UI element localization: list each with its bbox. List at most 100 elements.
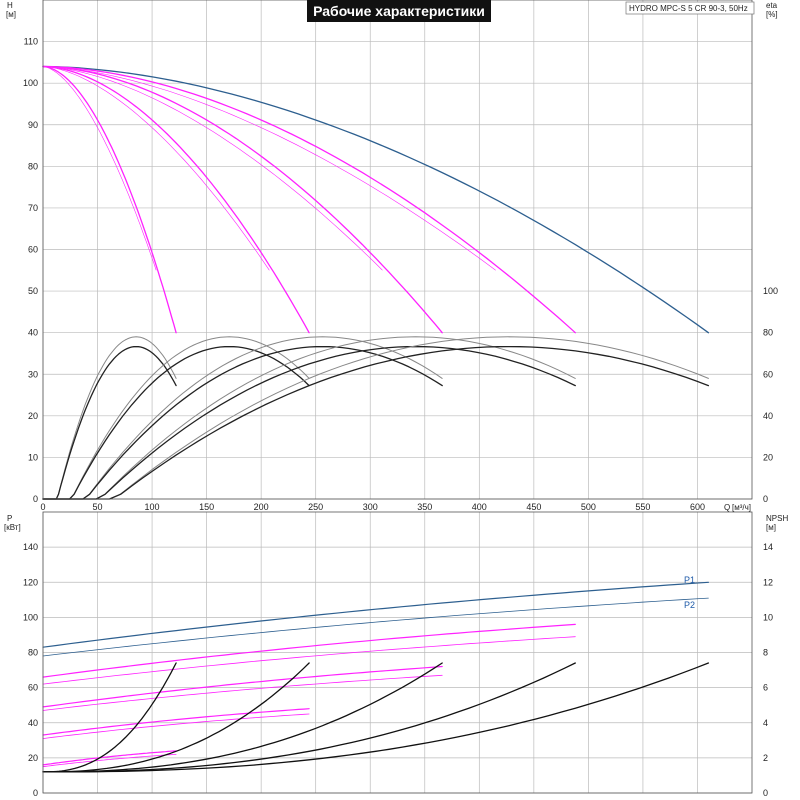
eta-tick-label: 40 <box>763 411 773 421</box>
head-tick-label: 100 <box>23 78 38 88</box>
power-p1-curve-5-pumps <box>42 581 710 648</box>
head-tick-label: 110 <box>24 37 38 47</box>
npsh-curve-4-pumps <box>42 662 576 773</box>
x-tick-label: 350 <box>417 502 432 512</box>
power-p2-curve-1-pumps <box>42 754 177 768</box>
power-tick-label: 0 <box>33 788 38 798</box>
curves <box>42 65 710 773</box>
power-tick-label: 140 <box>23 542 38 552</box>
x-tick-label: 550 <box>635 502 650 512</box>
efficiency-curve-5-pumps <box>42 336 709 500</box>
efficiency-curve-inner-1-pumps <box>42 345 177 500</box>
power-axis-label: P <box>7 514 12 523</box>
eta-tick-label: 100 <box>763 286 778 296</box>
head-tick-label: 60 <box>28 245 38 255</box>
x-tick-label: 0 <box>40 502 45 512</box>
head-curve-aux-2-pumps <box>42 66 270 271</box>
series-label-p1: P1 <box>684 575 695 585</box>
npsh-curve-2-pumps <box>42 662 310 773</box>
npsh-tick-label: 2 <box>763 753 768 763</box>
npsh-curve-1-pumps <box>42 662 177 773</box>
eta-tick-label: 60 <box>763 369 773 379</box>
x-tick-label: 500 <box>581 502 596 512</box>
efficiency-curve-inner-5-pumps <box>42 345 710 500</box>
eta-axis-unit: [%] <box>766 10 778 19</box>
head-curve-aux-4-pumps <box>42 66 496 271</box>
eta-tick-label: 0 <box>763 494 768 504</box>
power-p2-curve-5-pumps <box>42 597 709 657</box>
npsh-tick-label: 10 <box>763 612 773 622</box>
power-p1-curve-2-pumps <box>42 708 310 736</box>
efficiency-curve-inner-2-pumps <box>42 345 310 500</box>
model-label: HYDRO MPC-S 5 CR 90-3, 50Hz <box>629 4 748 13</box>
npsh-tick-label: 12 <box>763 577 773 587</box>
model-box <box>625 1 755 15</box>
power-axis-unit: [кВт] <box>4 523 21 532</box>
head-axis-unit: [м] <box>6 10 16 19</box>
head-tick-label: 20 <box>28 411 38 421</box>
efficiency-curve-2-pumps <box>42 336 310 500</box>
x-tick-label: 300 <box>363 502 378 512</box>
head-tick-label: 70 <box>28 203 38 213</box>
head-axis-label: H <box>7 1 13 10</box>
top-panel-frame <box>42 0 753 500</box>
x-tick-label: 100 <box>145 502 160 512</box>
power-p2-curve-4-pumps <box>42 636 576 685</box>
eta-axis-label: eta <box>766 1 778 10</box>
npsh-axis-unit: [м] <box>766 523 776 532</box>
chart-title: Рабочие характеристики <box>313 3 485 19</box>
power-tick-label: 40 <box>28 718 38 728</box>
npsh-tick-label: 4 <box>763 718 768 728</box>
flow-axis-unit: [м³/ч] <box>732 503 751 512</box>
x-tick-label: 50 <box>93 502 103 512</box>
power-tick-label: 20 <box>28 753 38 763</box>
efficiency-curve-3-pumps <box>42 336 443 500</box>
eta-tick-label: 20 <box>763 452 773 462</box>
power-p1-curve-1-pumps <box>42 750 177 766</box>
bottom-panel-frame <box>42 511 753 794</box>
npsh-tick-label: 6 <box>763 683 768 693</box>
npsh-tick-label: 0 <box>763 788 768 798</box>
head-curve-1-pumps <box>42 65 177 334</box>
npsh-axis-label: NPSH <box>766 514 788 523</box>
power-p2-curve-2-pumps <box>42 713 310 739</box>
head-tick-label: 10 <box>28 452 38 462</box>
head-tick-label: 90 <box>28 120 38 130</box>
x-tick-label: 450 <box>526 502 541 512</box>
npsh-curve-5-pumps <box>42 662 710 773</box>
x-tick-label: 400 <box>472 502 487 512</box>
head-curve-aux-3-pumps <box>42 66 383 271</box>
grid <box>42 0 752 794</box>
head-curve-aux-1-pumps <box>42 66 157 271</box>
series-label-p2: P2 <box>684 600 695 610</box>
chart-frame <box>42 0 753 794</box>
power-p2-curve-3-pumps <box>42 674 443 711</box>
eta-tick-label: 80 <box>763 328 773 338</box>
head-tick-label: 80 <box>28 161 38 171</box>
power-tick-label: 80 <box>28 648 38 658</box>
tick-labels: 0 50 100 150 200 250 300 350 400 450 500 550 6000102… <box>23 37 778 798</box>
efficiency-curve-4-pumps <box>42 336 576 500</box>
head-curve-2-pumps <box>42 65 310 334</box>
npsh-tick-label: 14 <box>763 542 773 552</box>
power-tick-label: 120 <box>23 577 38 587</box>
x-tick-label: 150 <box>199 502 214 512</box>
head-curve-3-pumps <box>42 65 443 334</box>
x-tick-label: 200 <box>254 502 269 512</box>
efficiency-curve-1-pumps <box>42 336 177 500</box>
head-curve-4-pumps <box>42 65 576 334</box>
power-p1-curve-3-pumps <box>42 665 443 708</box>
head-tick-label: 30 <box>28 369 38 379</box>
head-tick-label: 40 <box>28 328 38 338</box>
npsh-curve-3-pumps <box>42 662 443 773</box>
x-tick-label: 600 <box>690 502 705 512</box>
head-tick-label: 0 <box>33 494 38 504</box>
efficiency-curve-inner-3-pumps <box>42 345 443 500</box>
power-tick-label: 100 <box>23 612 38 622</box>
head-curve-5-pumps <box>42 65 710 334</box>
efficiency-curve-inner-4-pumps <box>42 345 576 500</box>
power-p1-curve-4-pumps <box>42 623 576 678</box>
power-tick-label: 60 <box>28 683 38 693</box>
head-tick-label: 50 <box>28 286 38 296</box>
